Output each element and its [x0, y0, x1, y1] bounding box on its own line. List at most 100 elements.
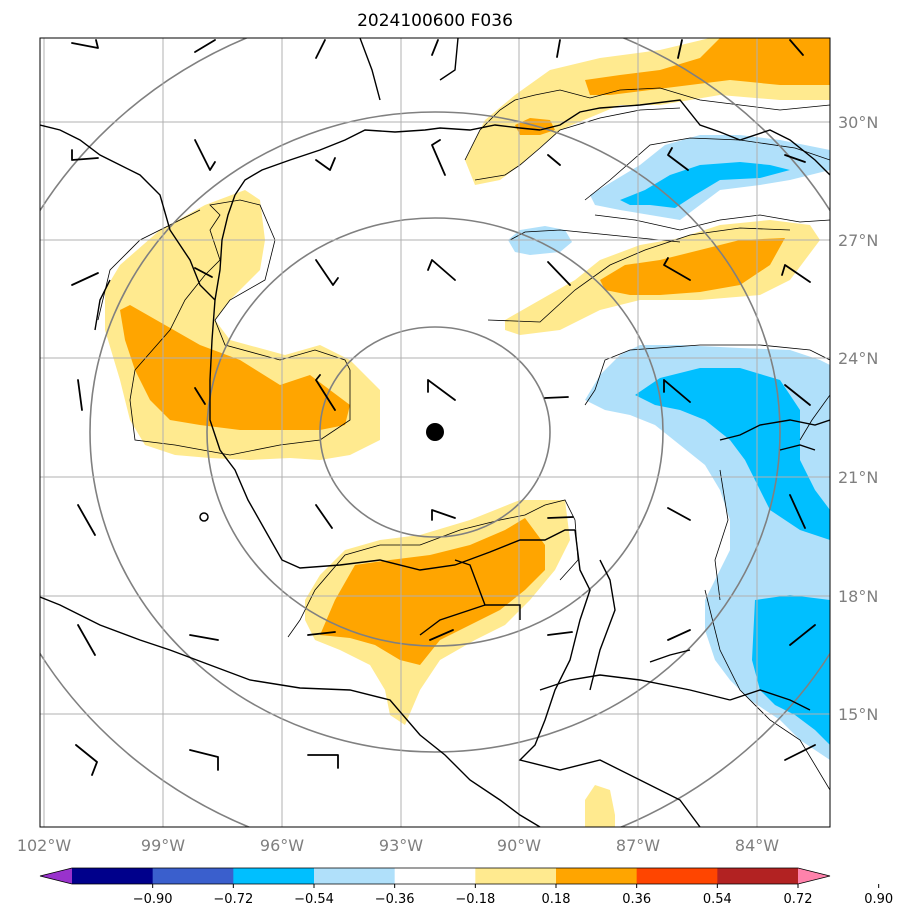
wind-barb — [315, 504, 333, 529]
wind-barb — [77, 379, 83, 411]
colorbar-tick-label: 0.36 — [622, 892, 651, 907]
wind-barb — [71, 149, 99, 161]
lat-label: 27°N — [838, 231, 878, 250]
wind-barb — [194, 39, 216, 53]
lon-label: 87°W — [616, 836, 660, 855]
lat-label: 15°N — [838, 705, 878, 724]
map-area — [40, 38, 830, 827]
range-rings — [40, 38, 830, 827]
calm-wind-marker — [199, 512, 209, 522]
wind-barb — [307, 631, 336, 636]
wind-barb — [307, 754, 339, 769]
colorbar-tick-label: −0.72 — [213, 892, 253, 907]
colorbar-tick-label: −0.54 — [294, 892, 334, 907]
latitude-labels: 30°N 27°N 24°N 21°N 18°N 15°N — [838, 113, 878, 724]
negative-core-northeast — [620, 162, 790, 208]
wind-barb — [315, 259, 339, 286]
wind-barb — [667, 629, 691, 641]
wind-barb — [431, 509, 456, 521]
colorbar-swatch — [72, 868, 154, 884]
wind-barb — [663, 379, 691, 403]
wind-barb — [784, 384, 811, 406]
lon-label: 96°W — [260, 836, 304, 855]
positive-core-west — [120, 305, 350, 430]
wind-barb — [547, 516, 574, 519]
colorbar-tick-label: 0.18 — [542, 892, 571, 907]
colorbar-swatch — [556, 868, 638, 884]
wind-barb — [547, 631, 573, 636]
colorbar-extend-low — [40, 868, 72, 884]
colorbar-swatch — [717, 868, 799, 884]
positive-core-yucatan — [320, 518, 545, 665]
colorbar-tick-label: 0.54 — [703, 892, 732, 907]
wind-barb — [431, 39, 439, 56]
colorbar-swatch — [475, 868, 557, 884]
colorbar-swatch — [233, 868, 315, 884]
colorbar-tick-label: −0.90 — [133, 892, 173, 907]
lon-label: 90°W — [497, 836, 541, 855]
lon-label: 93°W — [379, 836, 423, 855]
wind-barb — [781, 264, 811, 283]
colorbar-swatch — [314, 868, 396, 884]
wind-barb — [556, 39, 561, 58]
lon-label: 102°W — [17, 836, 72, 855]
wind-barb — [71, 272, 99, 286]
wind-barb — [194, 387, 206, 405]
figure-title: 2024100600 F036 — [357, 11, 513, 31]
wind-barb — [315, 39, 326, 59]
colorbar: −0.90 −0.72 −0.54 −0.36 −0.18 0.18 0.36 0.54 0.7… — [39, 867, 893, 907]
coastlines — [40, 38, 830, 827]
wind-barb — [667, 507, 691, 521]
wind-barb — [547, 261, 571, 286]
wind-barb — [789, 624, 816, 646]
colorbar-swatch — [394, 868, 476, 884]
wind-barb — [544, 396, 569, 399]
wind-barbs — [71, 39, 816, 776]
map-frame — [39, 37, 831, 828]
colorbar-tick-label: 0.72 — [784, 892, 813, 907]
positive-region-south — [585, 785, 615, 827]
colorbar-swatch — [636, 868, 718, 884]
wind-barb — [194, 267, 213, 278]
colorbar-tick-label: −0.18 — [455, 892, 495, 907]
center-marker — [426, 423, 444, 441]
lon-label: 99°W — [141, 836, 185, 855]
wind-barb — [547, 154, 561, 166]
positive-core-gulf-coast — [585, 38, 830, 95]
wind-barb — [789, 39, 804, 56]
lat-label: 30°N — [838, 113, 878, 132]
colorbar-tick-label: 0.90 — [864, 892, 893, 907]
wind-barb — [194, 139, 216, 171]
wind-barb — [677, 39, 683, 59]
negative-core-east — [635, 368, 830, 540]
lat-label: 18°N — [838, 587, 878, 606]
wind-barb — [789, 494, 806, 529]
wind-barb — [431, 139, 446, 176]
wind-barb — [667, 147, 689, 171]
lon-label: 84°W — [735, 836, 779, 855]
wind-barb — [784, 154, 806, 163]
negative-core-southeast — [752, 595, 830, 745]
wind-barb — [663, 257, 691, 281]
longitude-labels: 102°W 99°W 96°W 93°W 90°W 87°W 84°W — [17, 836, 779, 855]
wind-barb — [75, 744, 98, 776]
wind-barb — [189, 749, 219, 771]
wind-barb — [315, 157, 336, 171]
wind-barb — [189, 634, 219, 641]
lat-label: 24°N — [838, 349, 878, 368]
lat-label: 21°N — [838, 468, 878, 487]
wind-barb — [77, 504, 96, 536]
colorbar-tick-label: −0.36 — [375, 892, 415, 907]
wind-barb — [427, 379, 456, 401]
wind-barb — [77, 624, 96, 656]
wind-barb — [71, 39, 99, 49]
colorbar-swatch — [152, 868, 234, 884]
colorbar-outline — [39, 867, 831, 885]
wind-barb — [429, 629, 454, 641]
wind-barb — [315, 374, 336, 411]
colorbar-extend-high — [798, 868, 830, 884]
wind-barb — [784, 744, 816, 761]
graticule — [40, 38, 830, 827]
wind-barb — [427, 259, 456, 281]
